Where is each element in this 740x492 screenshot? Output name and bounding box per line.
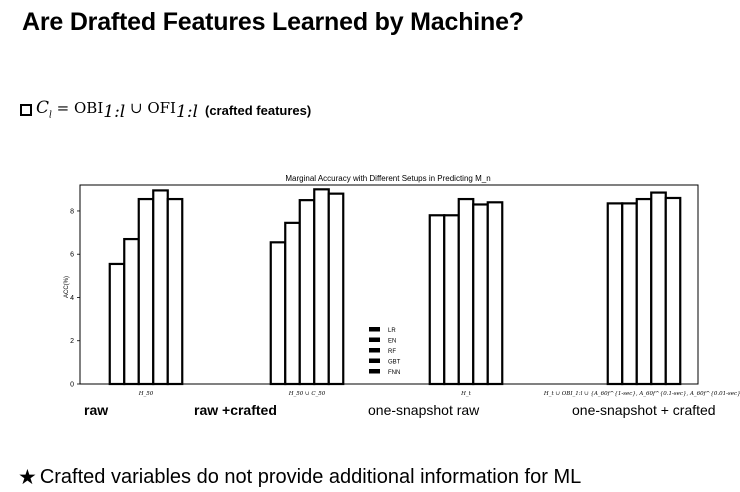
bar-en (443, 214, 460, 386)
bar-rf (635, 197, 653, 386)
bar-en (621, 202, 638, 386)
bar-lr (606, 202, 624, 386)
setup-label-snapshot-raw: one-snapshot raw (368, 402, 480, 418)
y-tick-label: 6 (70, 252, 74, 259)
crafted-features-note: (crafted features) (204, 102, 312, 118)
legend-swatch-gbt (369, 358, 380, 363)
legend-label-lr: LR (388, 328, 396, 334)
x-tick-label: H_t (460, 391, 472, 397)
y-tick-label: 4 (70, 295, 74, 302)
bar-fnn (664, 196, 682, 386)
legend-label-rf: RF (388, 349, 396, 355)
crafted-features-bullet: Cl = OBI1:l ∪ OFI1:l (crafted features) (20, 98, 311, 122)
bar-en (284, 221, 301, 386)
x-tick-label: H_50 ∪ C_50 (288, 391, 326, 397)
bar-lr (428, 214, 446, 386)
star-icon: ★ (18, 465, 37, 489)
slide-title: Are Drafted Features Learned by Machine? (22, 8, 524, 36)
bar-gbt (152, 189, 169, 386)
legend-label-fnn: FNN (388, 370, 400, 376)
bar-fnn (327, 192, 345, 386)
conclusion-text: Crafted variables do not provide additio… (39, 465, 582, 488)
setup-label-snapshot-crafted: one-snapshot + crafted (572, 402, 716, 418)
bar-gbt (650, 191, 667, 386)
y-tick-label: 2 (70, 338, 74, 345)
bar-lr (269, 241, 287, 386)
setup-label-raw-crafted: raw +crafted (194, 402, 277, 418)
legend-label-gbt: GBT (388, 360, 401, 366)
bar-fnn (486, 201, 504, 386)
legend-swatch-fnn (369, 369, 380, 374)
bar-fnn (166, 197, 184, 386)
legend-label-en: EN (388, 339, 396, 345)
conclusion-footer: ★ Crafted variables do not provide addit… (18, 465, 581, 489)
y-axis-label: ACC(%) (64, 276, 70, 298)
crafted-features-formula: Cl = OBI1:l ∪ OFI1:l (36, 98, 198, 122)
bar-gbt (472, 203, 489, 386)
bar-rf (137, 197, 155, 386)
plot-area: 0 2 4 6 8 H_50 H_50 ∪ C_50 H_t H_t ∪ OBI_1:l ∪ {… (70, 184, 740, 397)
square-box-icon (20, 104, 32, 116)
legend-swatch-rf (369, 348, 380, 353)
bar-lr (108, 262, 126, 386)
x-tick-label: H_t ∪ OBI_1:l ∪ {A_60f^{1-sec}, A_60f^{0… (543, 390, 740, 397)
setup-label-raw: raw (84, 402, 109, 418)
legend-swatch-lr (369, 327, 380, 332)
bar-rf (298, 199, 316, 386)
bar-en (123, 237, 140, 386)
y-tick-label: 8 (70, 208, 74, 215)
bar-gbt (313, 188, 330, 386)
chart-title: Marginal Accuracy with Different Setups … (285, 174, 490, 183)
legend-swatch-en (369, 337, 380, 342)
accuracy-bar-chart: Marginal Accuracy with Different Setups … (64, 174, 740, 397)
plot-frame (79, 184, 699, 385)
x-tick-label: H_50 (138, 391, 154, 397)
bar-rf (457, 197, 475, 386)
y-tick-label: 0 (70, 382, 74, 389)
